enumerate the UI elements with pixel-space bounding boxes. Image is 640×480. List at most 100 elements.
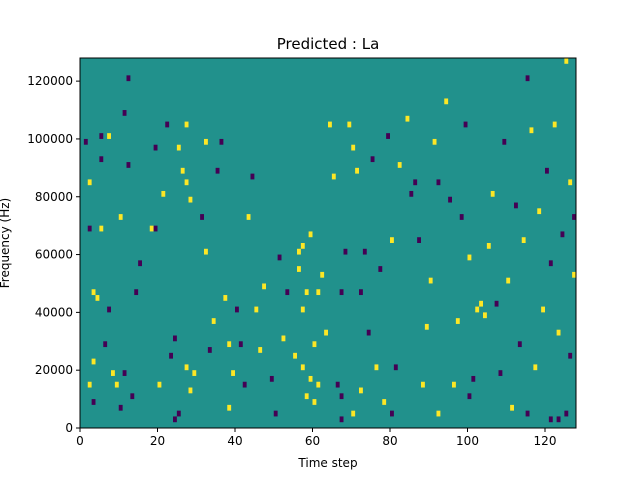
heatmap-cell-100 xyxy=(413,179,418,186)
heatmap-cell-89 xyxy=(366,329,371,336)
x-tick-label: 40 xyxy=(227,434,242,448)
x-tick-label: 100 xyxy=(456,434,479,448)
heatmap-cell-90 xyxy=(370,156,375,163)
heatmap-cell-60 xyxy=(281,335,286,342)
heatmap-cell-23 xyxy=(138,260,142,267)
heatmap-cell-140 xyxy=(572,271,576,278)
heatmap-cell-130 xyxy=(533,364,538,371)
heatmap-cell-145 xyxy=(467,393,472,400)
heatmap-cell-5 xyxy=(91,358,96,365)
heatmap-cell-25 xyxy=(153,144,158,151)
heatmap-cell-33 xyxy=(180,167,185,174)
heatmap-cell-142 xyxy=(572,214,576,220)
heatmap-cell-126 xyxy=(517,341,522,348)
heatmap-cell-114 xyxy=(471,375,476,382)
heatmap-cell-61 xyxy=(285,289,290,296)
heatmap-cell-14 xyxy=(111,370,115,376)
heatmap-cell-83 xyxy=(347,121,352,128)
heatmap-cell-148 xyxy=(351,410,356,417)
heatmap-cell-45 xyxy=(215,167,220,174)
heatmap-cell-94 xyxy=(386,133,390,139)
heatmap-cell-135 xyxy=(552,121,557,128)
heatmap-cell-16 xyxy=(118,214,123,220)
heatmap-cell-96 xyxy=(393,364,398,371)
heatmap-cell-156 xyxy=(173,416,177,423)
heatmap-cell-137 xyxy=(560,231,565,238)
heatmap-cell-27 xyxy=(157,381,162,388)
heatmap-cell-110 xyxy=(455,318,460,324)
heatmap-cell-32 xyxy=(176,144,181,151)
heatmap-cell-125 xyxy=(514,202,518,209)
heatmap-cell-139 xyxy=(568,179,573,186)
y-axis: 0 20000 40000 60000 80000 100000 120000 xyxy=(27,74,80,435)
x-tick-label: 120 xyxy=(534,434,557,448)
x-tick-label: 80 xyxy=(382,434,397,448)
heatmap-cell-42 xyxy=(204,138,208,145)
heatmap-cell-57 xyxy=(262,283,266,290)
heatmap-cell-146 xyxy=(436,410,441,417)
heatmap-cell-147 xyxy=(390,410,394,417)
heatmap-cell-0 xyxy=(83,138,88,145)
heatmap-cell-70 xyxy=(308,375,313,382)
x-axis: 0 20 40 60 80 100 120 xyxy=(76,428,556,448)
heatmap-cell-8 xyxy=(99,133,104,139)
heatmap-cell-78 xyxy=(331,173,336,180)
heatmap-cell-9 xyxy=(99,156,104,163)
heatmap-cell-58 xyxy=(269,375,274,382)
heatmap-cell-72 xyxy=(312,341,317,348)
heatmap-cell-107 xyxy=(444,98,449,105)
heatmap-cell-141 xyxy=(568,352,573,359)
heatmap-cell-87 xyxy=(359,387,363,394)
heatmap-cell-29 xyxy=(165,121,170,128)
heatmap-cell-66 xyxy=(300,306,305,313)
heatmap-cell-103 xyxy=(424,323,429,330)
x-tick-label: 0 xyxy=(76,434,84,448)
heatmap-cell-108 xyxy=(448,196,452,203)
plot-area xyxy=(80,58,576,428)
heatmap-cell-144 xyxy=(525,410,530,417)
heatmap-cell-55 xyxy=(254,306,259,313)
heatmap-cell-88 xyxy=(362,248,367,255)
heatmap-cell-105 xyxy=(432,138,437,145)
heatmap-cell-67 xyxy=(300,364,305,371)
heatmap-cell-155 xyxy=(556,416,561,423)
heatmap-cell-133 xyxy=(545,167,549,174)
heatmap-cell-38 xyxy=(188,387,193,394)
heatmap-cell-53 xyxy=(246,214,251,220)
heatmap-cell-44 xyxy=(211,318,216,324)
y-tick-label: 100000 xyxy=(27,132,73,146)
heatmap-cell-116 xyxy=(479,300,483,307)
heatmap-cell-102 xyxy=(421,381,425,388)
heatmap-cell-28 xyxy=(161,190,166,197)
heatmap-cell-13 xyxy=(107,306,111,313)
heatmap-cell-48 xyxy=(227,341,232,348)
heatmap-cell-54 xyxy=(250,173,255,180)
y-tick-label: 0 xyxy=(65,421,73,435)
heatmap-cell-62 xyxy=(293,352,297,359)
heatmap-cell-24 xyxy=(149,225,154,232)
heatmap-cell-30 xyxy=(169,352,173,359)
heatmap-cell-81 xyxy=(339,289,344,296)
heatmap-cell-76 xyxy=(324,329,328,336)
heatmap-cell-91 xyxy=(374,364,379,371)
heatmap-cell-35 xyxy=(184,179,189,186)
heatmap-cell-46 xyxy=(219,138,224,145)
heatmap-cell-69 xyxy=(304,289,309,296)
heatmap-cell-109 xyxy=(452,381,456,388)
heatmap-cell-131 xyxy=(537,208,542,215)
y-axis-label: Frequency (Hz) xyxy=(0,198,12,289)
heatmap-cell-82 xyxy=(343,248,348,255)
heatmap-cell-22 xyxy=(134,289,139,296)
heatmap-cell-68 xyxy=(304,393,309,400)
heatmap-cell-2 xyxy=(87,225,92,232)
heatmap-cell-85 xyxy=(355,167,359,174)
heatmap-cell-20 xyxy=(126,162,131,168)
heatmap-cell-31 xyxy=(173,335,177,342)
heatmap-cell-15 xyxy=(114,381,119,388)
heatmap-cell-51 xyxy=(238,341,243,348)
heatmap-cell-84 xyxy=(351,144,356,151)
heatmap-cell-1 xyxy=(87,179,92,186)
heatmap-cell-26 xyxy=(153,225,158,232)
heatmap-cell-17 xyxy=(122,110,127,116)
